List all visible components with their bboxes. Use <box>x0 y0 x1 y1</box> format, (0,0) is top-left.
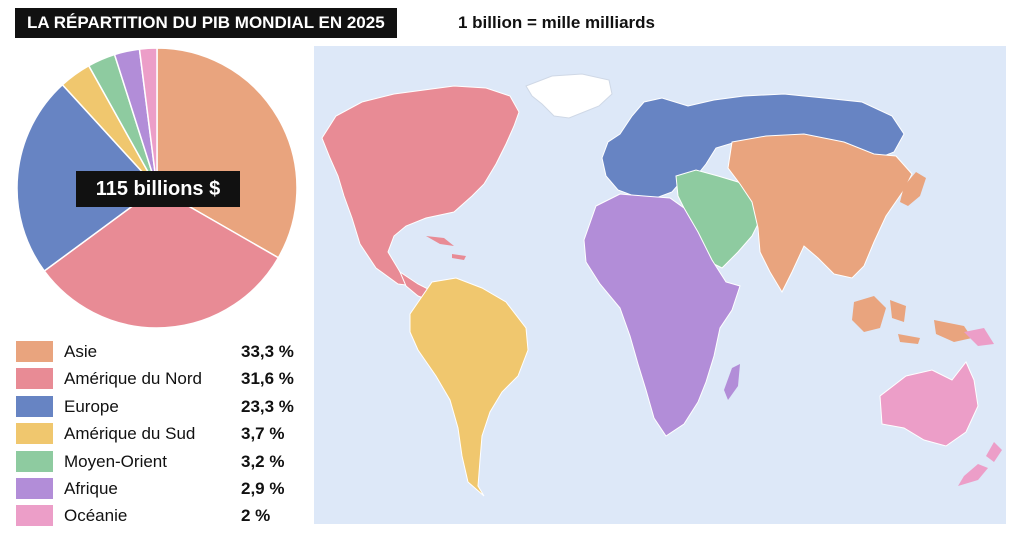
legend-value: 23,3 % <box>241 396 294 416</box>
legend-label: Europe <box>64 396 119 416</box>
legend-swatch <box>16 395 53 417</box>
legend-label: Asie <box>64 342 98 361</box>
legend-item-amerique-du-nord: Amérique du Nord 31,6 % <box>16 365 306 392</box>
legend-swatch <box>16 341 53 362</box>
region-amerique-du-sud <box>409 277 529 497</box>
world-map <box>314 46 1006 524</box>
legend-item-europe: Europe 23,3 % <box>16 393 306 420</box>
caribbean-islands <box>426 236 466 260</box>
legend-label: Amérique du Nord <box>64 369 202 389</box>
legend-swatch <box>16 368 53 390</box>
legend-value: 3,2 % <box>241 451 285 471</box>
legend-item-oceanie: Océanie 2 % <box>16 502 306 529</box>
legend-label: Amérique du Sud <box>64 424 196 444</box>
legend-item-asie: Asie 33,3 % <box>16 338 306 365</box>
region-afrique <box>583 193 741 437</box>
southeast-asia-islands <box>852 296 972 344</box>
region-oceanie <box>879 361 979 447</box>
legend-swatch <box>16 423 53 445</box>
legend-value: 3,7 % <box>241 424 285 444</box>
chart-subtitle: 1 billion = mille milliards <box>458 13 655 32</box>
legend-value: 33,3 % <box>241 342 294 361</box>
legend-value: 2,9 % <box>241 478 285 498</box>
legend-swatch <box>16 477 53 499</box>
legend-item-afrique: Afrique 2,9 % <box>16 475 306 502</box>
legend-label: Océanie <box>64 506 128 526</box>
japan-shape <box>900 172 926 206</box>
region-amerique-du-nord <box>321 85 520 287</box>
legend-label: Afrique <box>64 478 118 498</box>
pie-slice-amerique-du-nord <box>43 187 280 329</box>
legend-swatch <box>16 505 53 527</box>
legend-item-amerique-du-sud: Amérique du Sud 3,7 % <box>16 420 306 447</box>
legend-value: 2 % <box>241 506 271 526</box>
legend-label: Moyen-Orient <box>64 451 167 471</box>
total-label: 115 billions $ <box>76 171 240 207</box>
legend: Asie 33,3 % Amérique du Nord 31,6 % Euro… <box>16 338 306 530</box>
new-zealand-shape <box>958 442 1002 486</box>
legend-swatch <box>16 450 53 472</box>
chart-title: LA RÉPARTITION DU PIB MONDIAL EN 2025 <box>15 8 397 38</box>
pie-slice-oceanie <box>138 47 158 189</box>
new-guinea-shape <box>964 328 994 346</box>
legend-value: 31,6 % <box>241 369 294 389</box>
greenland-shape <box>525 73 613 119</box>
region-asie <box>727 133 913 294</box>
legend-item-moyen-orient: Moyen-Orient 3,2 % <box>16 448 306 475</box>
madagascar-shape <box>724 364 740 400</box>
